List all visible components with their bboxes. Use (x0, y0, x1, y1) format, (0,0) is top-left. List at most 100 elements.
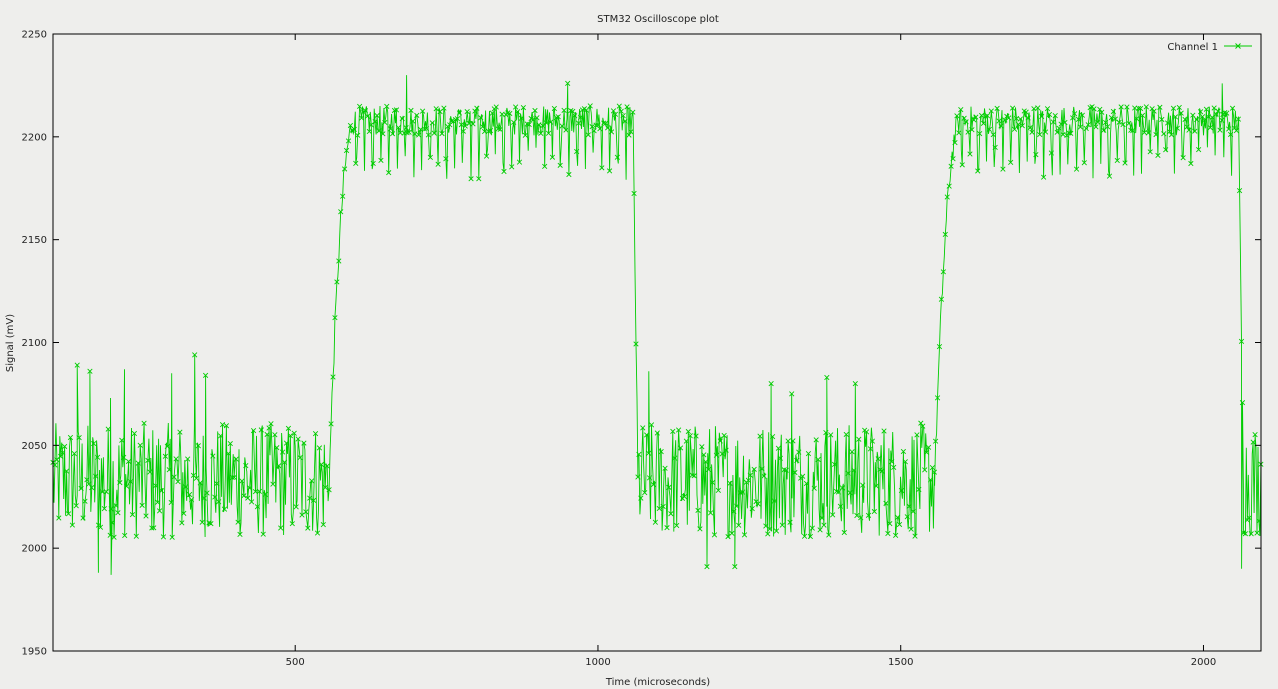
data-point-marker (345, 138, 352, 144)
data-point-marker (843, 431, 849, 438)
data-point-marker (262, 491, 268, 497)
data-point-marker (969, 127, 975, 133)
data-point-marker (256, 488, 262, 495)
data-point-marker (155, 499, 161, 505)
data-point-marker (127, 479, 134, 485)
data-point-marker (133, 533, 139, 539)
data-point-marker (704, 564, 710, 570)
data-point-marker (441, 105, 447, 111)
data-point-marker (63, 468, 70, 474)
data-point-marker (362, 108, 369, 114)
data-point-marker (250, 428, 257, 434)
data-point-marker (212, 494, 218, 500)
data-point-marker (589, 124, 595, 130)
data-point-marker (961, 115, 967, 121)
data-point-marker (183, 484, 189, 490)
data-point-marker (1068, 130, 1074, 137)
data-point-marker (454, 116, 461, 122)
data-point-marker (1238, 338, 1245, 345)
data-point-marker (1042, 129, 1049, 135)
data-point-marker (936, 344, 943, 350)
y-tick-label: 2000 (22, 544, 47, 555)
data-point-marker (638, 495, 644, 501)
data-point-marker (408, 107, 414, 114)
data-point-marker (324, 463, 330, 469)
data-point-marker (914, 432, 920, 438)
data-point-marker (1219, 117, 1225, 123)
data-point-marker (229, 474, 235, 481)
data-point-marker (777, 455, 783, 461)
data-point-marker (711, 532, 718, 538)
data-point-marker (332, 315, 338, 321)
data-point-marker (761, 473, 767, 479)
data-point-marker (260, 531, 266, 537)
data-point-marker (1180, 155, 1186, 161)
data-point-marker (986, 126, 992, 133)
data-point-marker (464, 108, 470, 115)
data-point-marker (622, 118, 628, 124)
data-point-marker (489, 110, 495, 116)
legend-swatch-marker (1235, 43, 1241, 49)
data-point-marker (823, 429, 829, 436)
y-tick-label: 2050 (22, 441, 47, 452)
data-point-marker (351, 126, 357, 132)
data-point-marker (978, 112, 985, 119)
data-point-marker (147, 469, 153, 475)
data-point-marker (164, 443, 170, 450)
data-point-marker (984, 113, 991, 119)
data-point-marker (91, 440, 97, 447)
data-point-marker (125, 458, 132, 465)
data-point-marker (547, 119, 554, 125)
data-point-marker (626, 132, 632, 138)
data-point-marker (89, 485, 95, 491)
data-point-marker (703, 459, 709, 465)
data-point-marker (889, 459, 895, 465)
data-point-marker (908, 526, 914, 532)
chart-title: STM32 Oscilloscope plot (597, 14, 719, 25)
data-point-marker (1134, 116, 1140, 122)
data-point-marker (378, 157, 384, 164)
data-point-marker (934, 395, 941, 401)
data-point-marker (826, 532, 832, 538)
data-point-marker (297, 454, 303, 461)
data-point-marker (731, 508, 737, 515)
data-point-marker (122, 532, 128, 539)
data-point-marker (1011, 126, 1018, 132)
data-point-marker (131, 430, 137, 437)
data-point-marker (881, 428, 887, 434)
series-channel-1 (50, 75, 1264, 575)
data-point-marker (1031, 106, 1037, 112)
data-point-marker (631, 190, 637, 197)
data-point-marker (425, 132, 432, 138)
data-point-marker (620, 113, 626, 119)
data-point-marker (879, 468, 885, 474)
data-point-marker (858, 515, 864, 521)
legend: Channel 1 (1167, 42, 1252, 53)
data-point-marker (654, 430, 660, 436)
data-point-marker (74, 362, 80, 368)
data-point-marker (1227, 131, 1234, 138)
data-point-marker (1122, 160, 1128, 166)
data-point-marker (293, 504, 299, 510)
data-point-marker (1231, 125, 1238, 131)
data-point-marker (1182, 116, 1188, 123)
data-point-marker (801, 533, 808, 539)
data-point-marker (990, 132, 996, 138)
data-point-marker (954, 113, 960, 119)
data-point-marker (896, 521, 903, 528)
data-point-marker (449, 118, 455, 124)
data-point-marker (916, 486, 922, 493)
data-point-marker (135, 460, 141, 466)
data-point-marker (977, 131, 983, 137)
data-point-marker (522, 132, 528, 138)
data-point-marker (587, 103, 593, 109)
data-point-marker (223, 423, 230, 429)
data-point-marker (107, 532, 113, 538)
data-point-marker (575, 120, 582, 126)
data-point-marker (918, 420, 924, 426)
data-point-marker (1168, 132, 1175, 138)
data-point-marker (1246, 515, 1252, 521)
data-point-marker (958, 106, 964, 113)
data-point-marker (1250, 439, 1256, 445)
data-point-marker (1095, 119, 1101, 125)
